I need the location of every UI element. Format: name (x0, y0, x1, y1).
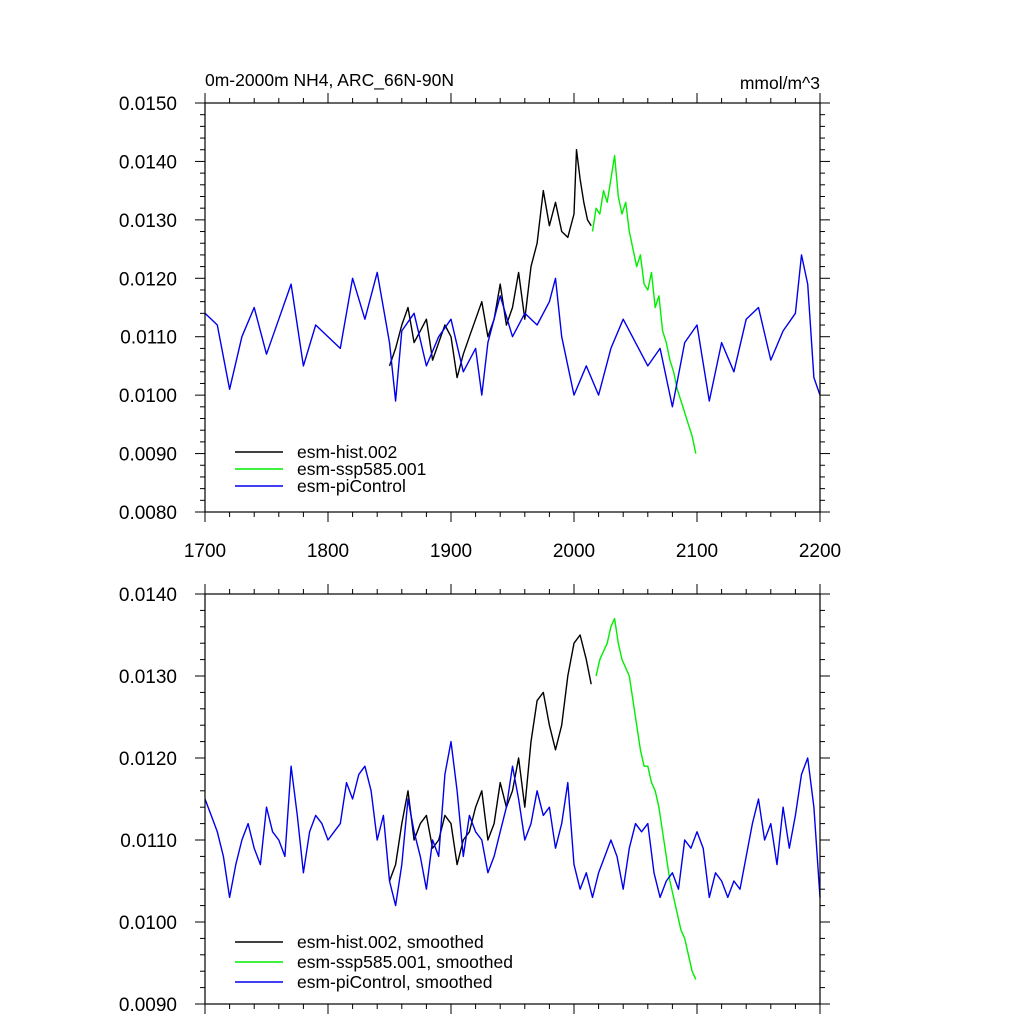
y-tick-label: 0.0130 (119, 211, 177, 232)
y-tick-label: 0.0100 (119, 386, 177, 407)
x-tick-label: 1700 (184, 541, 226, 562)
y-tick-label: 0.0120 (119, 269, 177, 290)
series-line-1-0 (388, 634, 592, 882)
x-tick-label: 2000 (553, 541, 595, 562)
series-line-0-1 (591, 154, 697, 454)
y-tick-label: 0.0150 (119, 94, 177, 115)
y-tick-label: 0.0120 (119, 749, 177, 770)
x-tick-label: 1800 (307, 541, 349, 562)
x-tick-label: 2100 (676, 541, 718, 562)
legend-label: esm-piControl (297, 476, 406, 496)
series-line-0-2 (204, 254, 821, 408)
y-tick-label: 0.0080 (119, 503, 177, 524)
y-tick-label: 0.0090 (119, 445, 177, 466)
y-tick-label: 0.0140 (119, 152, 177, 173)
y-tick-label: 0.0110 (120, 328, 177, 349)
legend-label: esm-hist.002, smoothed (297, 932, 484, 952)
legend-label: esm-ssp585.001, smoothed (297, 952, 513, 972)
plot-frame (204, 102, 821, 513)
y-tick-label: 0.0090 (119, 995, 177, 1016)
legend-label: esm-ssp585.001 (297, 459, 426, 479)
chart-panel-0: 1700 1800 1900 2000 2100 2200 0.0080 0.0090 0.01… (119, 70, 841, 562)
y-tick-label: 0.0140 (119, 585, 177, 606)
legend-label: esm-piControl, smoothed (297, 972, 493, 992)
y-tick-label: 0.0110 (120, 831, 177, 852)
x-tick-label: 1900 (430, 541, 472, 562)
plot-frame (204, 593, 821, 1005)
series-line-1-2 (204, 740, 821, 907)
chart-title: 0m-2000m NH4, ARC_66N-90N (205, 70, 454, 91)
series-line-0-0 (388, 148, 592, 379)
x-tick-label: 2200 (799, 541, 841, 562)
y-tick-label: 0.0130 (119, 667, 177, 688)
y-tick-label: 0.0100 (119, 913, 177, 934)
series-line-1-1 (595, 617, 697, 980)
legend-label: esm-hist.002 (297, 442, 397, 462)
units-label: mmol/m^3 (740, 73, 820, 93)
chart-panel-1: 0.0090 0.0100 0.0110 0.0120 0.0130 0.0140 esm-… (119, 584, 830, 1016)
